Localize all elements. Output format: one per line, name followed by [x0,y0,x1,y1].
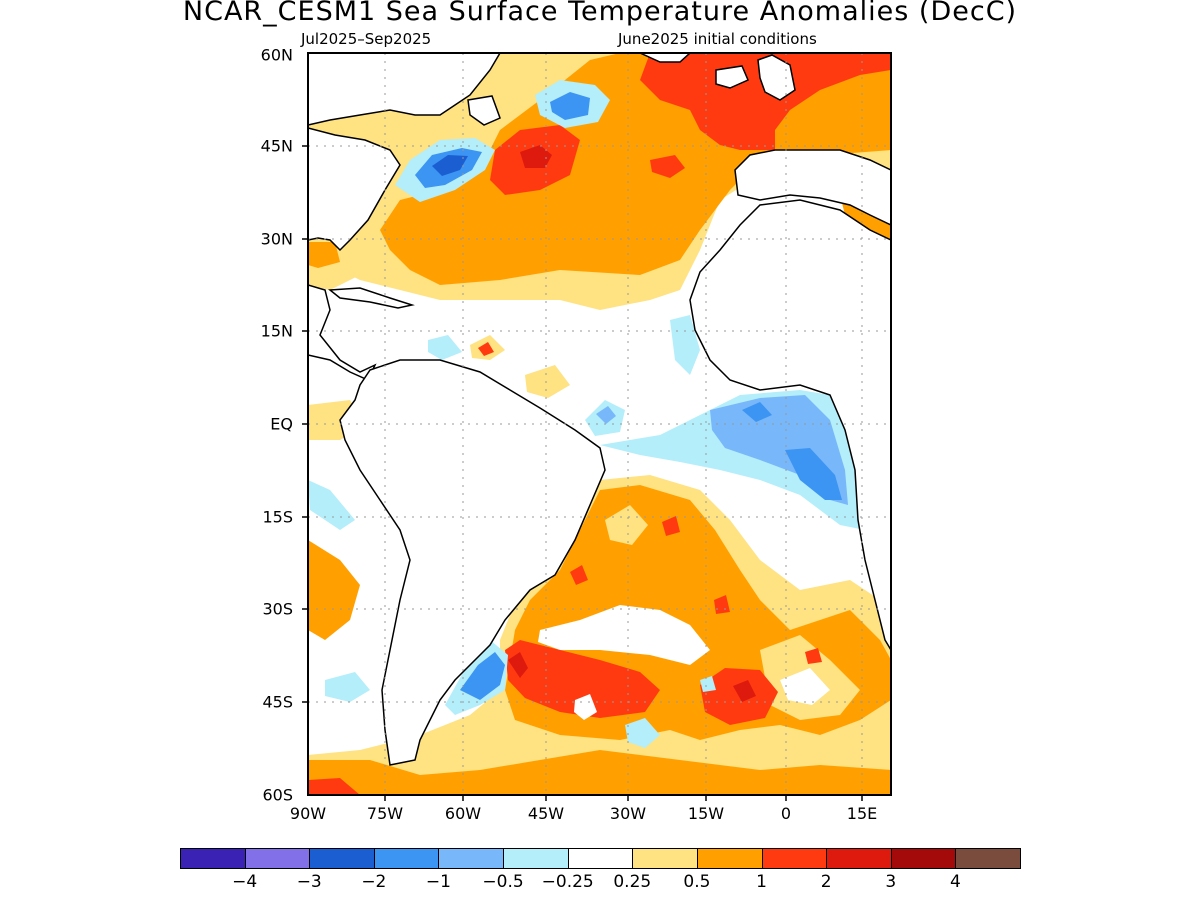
anomaly-region [508,652,528,678]
anomaly-region [428,335,462,360]
colorbar-swatch [373,848,440,869]
colorbar-swatch [244,848,311,869]
north-america-land [308,127,401,252]
lon-label: 15E [846,804,878,823]
colorbar-swatch [309,848,375,869]
lon-label: 75W [366,804,404,823]
newfoundland-island [467,95,501,126]
anomaly-region [596,406,616,424]
anomaly-region [625,718,660,748]
anomaly-region [325,672,370,702]
africa-land [689,199,891,652]
anomaly-region [570,565,588,585]
anomaly-region [670,315,700,375]
anomaly-region [785,448,842,500]
anomaly-region [478,342,494,356]
colorbar-swatch [826,848,892,869]
map-title: NCAR_CESM1 Sea Surface Temperature Anoma… [182,0,1018,27]
colorbar-swatch [632,848,698,869]
anomaly-region [308,480,355,530]
anomaly-field [308,53,891,795]
anomaly-region [700,676,716,692]
anomaly-region [308,540,360,640]
forecast-period: Jul2025–Sep2025 [301,30,432,48]
lon-label: 90W [289,804,327,823]
cuba-island [328,287,415,309]
lat-label: EQ [270,414,293,434]
initial-conditions: June2025 initial conditions [618,30,817,48]
colorbar-swatch [503,848,569,869]
anomaly-region [538,605,710,665]
anomaly-region [605,505,648,545]
anomaly-region [733,680,756,702]
lon-label: 0 [780,804,792,823]
colorbar-label: 3 [885,872,897,892]
lon-label: 45W [527,804,565,823]
europe-land [734,53,891,226]
colorbar-swatch [567,848,634,869]
anomaly-region [525,365,570,398]
british-isles-land [757,54,796,101]
north-america-land [308,53,501,126]
colorbar-label: −0.5 [482,872,524,892]
anomaly-region [550,92,590,120]
lat-label: 30N [260,229,293,249]
colorbar-swatch [438,848,505,869]
axis-ticks [302,145,863,801]
lat-label: 15N [260,321,293,341]
anomaly-region [432,155,468,176]
anomaly-region [650,155,685,178]
anomaly-region [308,778,360,795]
anomaly-region [805,648,822,664]
colorbar-label: 0.5 [683,872,711,892]
colorbar-label: 0.25 [613,872,652,892]
south-america-land [339,359,606,766]
colorbar-swatch [955,848,1021,869]
colorbar-swatch [890,848,957,869]
colorbar-swatch [696,848,763,869]
colorbar-label: 4 [949,872,961,892]
colorbar-label: −2 [361,872,387,892]
anomaly-region [460,652,505,700]
colorbar-label: −3 [296,872,322,892]
lat-label: 30S [262,599,293,619]
anomaly-region [574,694,597,720]
lat-label: 45N [260,136,293,156]
lat-label: 60S [262,785,293,805]
anomaly-region [505,640,660,718]
colorbar-swatch [761,848,828,869]
lon-label: 30W [609,804,647,823]
greenland-land [639,53,692,63]
lon-label: 15W [687,804,725,823]
colorbar-label: −4 [232,872,258,892]
anomaly-region [742,402,772,422]
central-america-land [308,284,377,381]
colorbar-label: 2 [820,872,832,892]
colorbar-label: −1 [425,872,451,892]
lat-label: 15S [262,507,293,527]
colorbar-label: 1 [756,872,767,892]
anomaly-region [520,145,552,168]
colorbar-label: −0.25 [541,872,594,892]
anomaly-region [308,750,891,795]
lon-label: 60W [444,804,482,823]
lat-label: 45S [262,692,293,712]
anomaly-region [780,668,830,705]
colorbar-swatch [180,848,246,869]
gridlines [308,53,891,795]
iceland-land [715,65,749,89]
anomaly-region [640,53,891,150]
anomaly-region [662,516,680,536]
lat-label: 60N [260,45,293,65]
anomaly-region [308,242,340,268]
